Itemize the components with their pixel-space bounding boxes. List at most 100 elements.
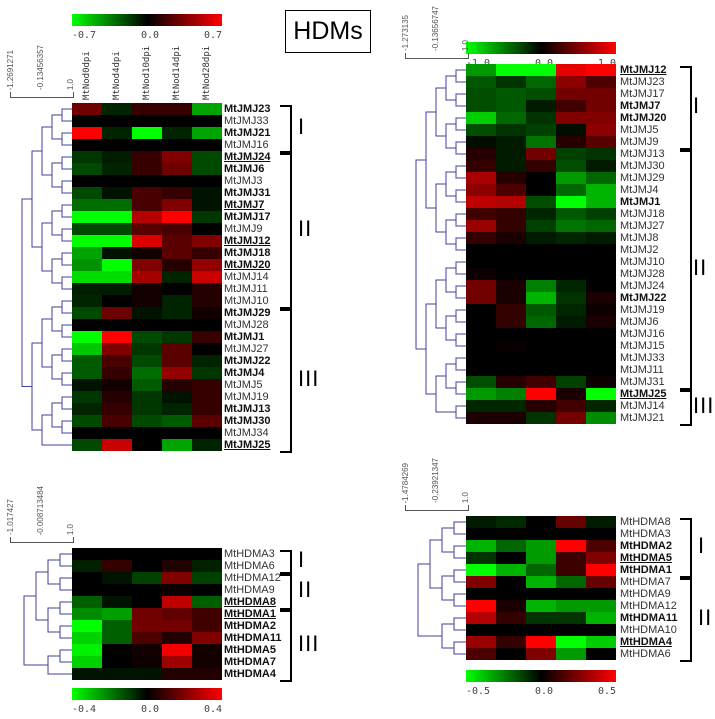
heatmap-cell bbox=[556, 196, 586, 208]
heatmap-cell bbox=[132, 584, 162, 596]
heatmap-cell bbox=[72, 391, 102, 403]
gene-label: MtJMJ10 bbox=[224, 295, 269, 307]
heatmap-cell bbox=[192, 283, 222, 295]
heatmap-cell bbox=[526, 208, 556, 220]
heatmap-cell bbox=[496, 600, 526, 612]
color-gradient-bar bbox=[72, 14, 222, 26]
heatmap-cell bbox=[132, 115, 162, 127]
gene-label: MtJMJ17 bbox=[620, 88, 665, 100]
color-scale-legend: -1.0 0.0 1.0 bbox=[466, 42, 616, 69]
heatmap-cell bbox=[162, 175, 192, 187]
gene-label: MtHDMA7 bbox=[620, 576, 671, 588]
heatmap-cell bbox=[586, 148, 616, 160]
heatmap-cell bbox=[102, 151, 132, 163]
heatmap-cell bbox=[132, 211, 162, 223]
heatmap-cell bbox=[526, 516, 556, 528]
column-label: MtNod14dpi bbox=[172, 45, 182, 100]
cluster-label: I bbox=[298, 547, 306, 572]
heatmap-cell bbox=[72, 223, 102, 235]
heatmap-cell bbox=[132, 403, 162, 415]
cluster-bracket bbox=[280, 610, 292, 682]
gene-label: MtJMJ18 bbox=[620, 208, 665, 220]
heatmap-cell bbox=[496, 388, 526, 400]
heatmap-cell bbox=[102, 572, 132, 584]
heatmap-cell bbox=[162, 127, 192, 139]
color-scale-legend: -0.7 0.0 0.7 bbox=[72, 14, 222, 41]
heatmap-cell bbox=[132, 644, 162, 656]
heatmap-cell bbox=[556, 540, 586, 552]
heatmap-cell bbox=[102, 596, 132, 608]
heatmap-cell bbox=[586, 648, 616, 660]
gene-label: MtHDMA6 bbox=[620, 648, 671, 660]
heatmap-cell bbox=[192, 439, 222, 451]
heatmap-cell bbox=[586, 244, 616, 256]
gene-label: MtHDMA5 bbox=[620, 552, 672, 564]
heatmap-cell bbox=[162, 163, 192, 175]
gene-label: MtJMJ11 bbox=[620, 364, 664, 376]
heatmap-cell bbox=[496, 304, 526, 316]
heatmap-cell bbox=[72, 319, 102, 331]
cluster-bracket bbox=[680, 578, 692, 662]
heatmap-cell bbox=[132, 596, 162, 608]
gene-label: MtHDMA1 bbox=[620, 564, 672, 576]
heatmap-cell bbox=[586, 528, 616, 540]
cluster-label: I bbox=[693, 93, 701, 118]
heatmap-cell bbox=[132, 572, 162, 584]
heatmap-cell bbox=[72, 427, 102, 439]
heatmap-cell bbox=[586, 376, 616, 388]
heatmap-cell bbox=[556, 184, 586, 196]
dendrogram-scale: -1.273135 -0.13656747 1.0 bbox=[401, 6, 470, 59]
heatmap-cell bbox=[132, 427, 162, 439]
heatmap-cell bbox=[132, 199, 162, 211]
dendrogram-scale: -1.4784269 -0.23921347 1.0 bbox=[401, 458, 470, 511]
heatmap-cell bbox=[526, 76, 556, 88]
heatmap-cell bbox=[526, 184, 556, 196]
dendrogram-scale-label: -1.017427 bbox=[6, 498, 15, 535]
heatmap-cell bbox=[466, 376, 496, 388]
heatmap-cell bbox=[162, 283, 192, 295]
heatmap-cell bbox=[72, 331, 102, 343]
gene-label: MtHDMA6 bbox=[224, 560, 275, 572]
cluster-bracket bbox=[680, 518, 692, 578]
heatmap-cell bbox=[102, 247, 132, 259]
heatmap-cell bbox=[162, 620, 192, 632]
heatmap-cell bbox=[466, 148, 496, 160]
gene-label: MtHDMA2 bbox=[620, 540, 672, 552]
heatmap-cell bbox=[466, 576, 496, 588]
gene-label: MtJMJ12 bbox=[224, 235, 271, 247]
heatmap-cell bbox=[162, 319, 192, 331]
heatmap-cell bbox=[556, 112, 586, 124]
heatmap-cell bbox=[132, 668, 162, 680]
heatmap-cell bbox=[466, 364, 496, 376]
heatmap-cell bbox=[586, 540, 616, 552]
heatmap-cell bbox=[556, 292, 586, 304]
gene-label: MtJMJ21 bbox=[620, 412, 665, 424]
heatmap-cell bbox=[192, 620, 222, 632]
heatmap-cell bbox=[556, 600, 586, 612]
heatmap-cell bbox=[102, 391, 132, 403]
heatmap-cell bbox=[192, 103, 222, 115]
gene-label: MtJMJ17 bbox=[224, 211, 271, 223]
heatmap-cell bbox=[586, 76, 616, 88]
heatmap-cell bbox=[192, 560, 222, 572]
heatmap-cell bbox=[556, 232, 586, 244]
heatmap-cell bbox=[466, 400, 496, 412]
heatmap-cell bbox=[72, 103, 102, 115]
heatmap-cell bbox=[102, 199, 132, 211]
heatmap-cell bbox=[102, 223, 132, 235]
heatmap-cell bbox=[526, 100, 556, 112]
gene-label: MtJMJ30 bbox=[620, 160, 665, 172]
heatmap-cell bbox=[132, 151, 162, 163]
heatmap-cell bbox=[72, 187, 102, 199]
cluster-bracket bbox=[280, 309, 292, 453]
heatmap-cell bbox=[192, 572, 222, 584]
heatmap-cell bbox=[192, 584, 222, 596]
heatmap-cell bbox=[102, 439, 132, 451]
heatmap-cell bbox=[132, 163, 162, 175]
gene-label: MtHDMA2 bbox=[224, 620, 276, 632]
heatmap-cell bbox=[556, 304, 586, 316]
gene-label: MtJMJ7 bbox=[620, 100, 661, 112]
color-scale-legend: -0.4 0.0 0.4 bbox=[72, 688, 222, 715]
gene-label: MtJMJ23 bbox=[224, 103, 271, 115]
heatmap-grid bbox=[466, 516, 616, 660]
